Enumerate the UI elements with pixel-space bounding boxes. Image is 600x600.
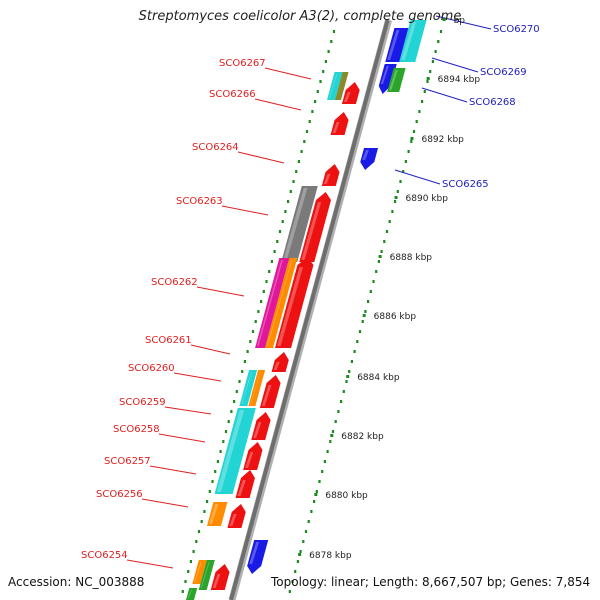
label-sco6258: SCO6258 (113, 424, 160, 435)
gene-cyan-2 (214, 408, 256, 494)
ruler-tick-4: 6888 kbp (378, 253, 433, 263)
svg-text:SCO6270: SCO6270 (493, 24, 540, 35)
gene-orange-2 (248, 370, 266, 406)
ruler-tick-5: 6886 kbp (362, 312, 417, 322)
label-text: bp 6894 kbp 6892 kbp 6890 kbp 6888 kbp 6886 k… (81, 16, 540, 561)
gene-features (186, 20, 427, 600)
svg-text:SCO6259: SCO6259 (119, 397, 166, 408)
label-sco6263: SCO6263 (176, 196, 223, 207)
svg-text:SCO6265: SCO6265 (442, 179, 489, 190)
svg-text:SCO6256: SCO6256 (96, 489, 143, 500)
gene-orange-4 (192, 560, 207, 584)
label-sco6266: SCO6266 (209, 89, 256, 100)
ruler-tick-7: 6882 kbp (330, 432, 384, 442)
gene-orange-3 (206, 502, 228, 526)
svg-text:6882 kbp: 6882 kbp (341, 432, 384, 442)
svg-text:SCO6258: SCO6258 (113, 424, 160, 435)
gene-olive-a (335, 72, 349, 100)
label-sco6264: SCO6264 (192, 142, 239, 153)
label-sco6267: SCO6267 (219, 58, 266, 69)
reverse-guide-dots (181, 30, 336, 593)
svg-text:SCO6262: SCO6262 (151, 277, 198, 288)
svg-text:SCO6257: SCO6257 (104, 456, 151, 467)
svg-text:SCO6268: SCO6268 (469, 97, 516, 108)
label-sco6270: SCO6270 (493, 24, 540, 35)
label-sco6262: SCO6262 (151, 277, 198, 288)
gene-red-1 (341, 82, 360, 104)
label-sco6254: SCO6254 (81, 550, 128, 561)
gene-magenta-1 (255, 258, 290, 348)
gene-red-2 (330, 112, 349, 135)
gene-green-f1 (387, 68, 406, 92)
gene-blue-2 (378, 64, 397, 94)
gene-red-4 (299, 192, 331, 262)
svg-text:bp: bp (454, 16, 466, 26)
gene-red-10 (235, 470, 255, 498)
ruler-guide-dots (288, 30, 443, 593)
gene-cyan-1 (239, 370, 258, 406)
svg-text:SCO6264: SCO6264 (192, 142, 239, 153)
svg-text:6884 kbp: 6884 kbp (357, 373, 400, 383)
gene-cyan-a (327, 72, 343, 100)
gene-green-1 (198, 560, 215, 590)
ruler-tick-2: 6892 kbp (410, 135, 464, 145)
gene-red-8 (251, 412, 271, 440)
label-sco6256: SCO6256 (96, 489, 143, 500)
gene-red-3 (321, 164, 340, 186)
gene-blue-1 (385, 28, 409, 62)
ruler-tick-6: 6884 kbp (346, 373, 400, 383)
gene-cyan-f1 (399, 20, 427, 62)
svg-text:6888 kbp: 6888 kbp (390, 253, 433, 263)
svg-text:6886 kbp: 6886 kbp (374, 312, 417, 322)
gene-blue-3 (360, 148, 379, 170)
gene-gray-1 (281, 186, 318, 262)
gene-red-6 (271, 352, 289, 372)
label-sco6265: SCO6265 (442, 179, 489, 190)
label-leaders (126, 15, 492, 569)
svg-text:6892 kbp: 6892 kbp (421, 135, 464, 145)
label-sco6259: SCO6259 (119, 397, 166, 408)
svg-text:SCO6254: SCO6254 (81, 550, 128, 561)
gene-blue-4 (247, 540, 269, 574)
svg-text:SCO6261: SCO6261 (145, 335, 192, 346)
gene-red-11 (227, 504, 246, 528)
label-sco6257: SCO6257 (104, 456, 151, 467)
svg-text:6880 kbp: 6880 kbp (325, 491, 368, 501)
ruler-tick-1: 6894 kbp (426, 75, 481, 85)
label-sco6261: SCO6261 (145, 335, 192, 346)
ruler-tick-3: 6890 kbp (394, 194, 449, 204)
svg-text:SCO6269: SCO6269 (480, 67, 527, 78)
svg-text:SCO6260: SCO6260 (128, 363, 175, 374)
svg-text:6894 kbp: 6894 kbp (438, 75, 481, 85)
position-dots (181, 30, 443, 593)
gene-red-9 (243, 442, 263, 470)
gene-red-12 (210, 564, 230, 590)
svg-text:6890 kbp: 6890 kbp (406, 194, 449, 204)
gene-red-5 (275, 257, 314, 348)
svg-text:SCO6267: SCO6267 (219, 58, 266, 69)
accession-text: Accession: NC_003888 (8, 575, 145, 589)
genome-axis (228, 19, 392, 600)
label-sco6260: SCO6260 (128, 363, 175, 374)
ruler-tick-0: bp (442, 16, 466, 26)
ruler-tick-8: 6880 kbp (314, 491, 368, 501)
genome-summary-text: Topology: linear; Length: 8,667,507 bp; … (271, 575, 591, 589)
gene-orange-1 (265, 258, 298, 348)
gene-green-2 (186, 588, 198, 600)
genome-title: Streptomyces coelicolor A3(2), complete … (138, 9, 462, 24)
svg-text:SCO6263: SCO6263 (176, 196, 223, 207)
label-sco6268: SCO6268 (469, 97, 516, 108)
ruler-tick-9: 6878 kbp (298, 551, 352, 561)
gene-red-7 (259, 375, 281, 408)
axis-line (229, 19, 390, 600)
svg-text:SCO6266: SCO6266 (209, 89, 256, 100)
svg-text:6878 kbp: 6878 kbp (309, 551, 352, 561)
label-sco6269: SCO6269 (480, 67, 527, 78)
